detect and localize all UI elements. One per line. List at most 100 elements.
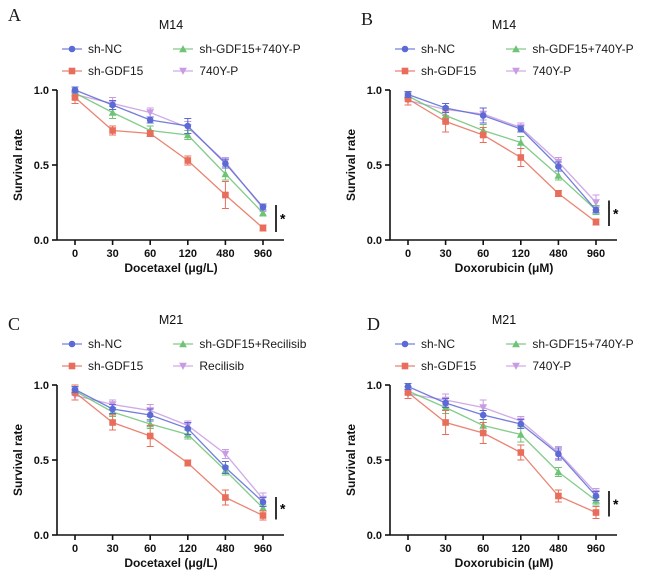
data-point-marker xyxy=(517,154,525,161)
circle-legend-marker-icon xyxy=(62,340,82,348)
x-tick-label: 30 xyxy=(439,248,451,260)
line-chart: 0.0 0.5 1.0 0 30 60 120 480 960 * xyxy=(34,380,286,555)
legend-item-sh-GDF15: sh-GDF15 xyxy=(62,64,143,78)
line-chart: 0.0 0.5 1.0 0 30 60 120 480 960 * xyxy=(367,85,619,260)
series-740Y-P xyxy=(71,89,267,213)
data-point-marker xyxy=(401,67,409,75)
data-point-marker xyxy=(146,116,154,124)
data-point-marker xyxy=(555,450,562,458)
x-tick-label: 480 xyxy=(216,543,234,555)
legend-item-740Y-P: 740Y-P xyxy=(173,64,300,78)
panel-title: M14 xyxy=(491,18,517,32)
data-point-marker xyxy=(222,160,229,167)
data-point-marker xyxy=(554,468,563,476)
data-point-marker xyxy=(404,95,412,103)
circle-legend-marker-icon xyxy=(62,45,82,53)
legend-label: sh-GDF15+740Y-P xyxy=(532,337,634,351)
data-point-marker xyxy=(512,67,521,75)
square-legend-marker-icon xyxy=(62,67,82,75)
data-point-marker xyxy=(442,399,449,407)
legend-label: Recilisib xyxy=(199,359,245,373)
data-point-marker xyxy=(512,45,521,53)
series-sh-NC xyxy=(71,386,267,507)
panel-d: D M21 sh-NC sh-GDF15 sh-GDF15+740Y-P 740Y-P… xyxy=(333,285,665,570)
y-tick-label: 0.0 xyxy=(34,235,49,247)
series-sh-NC xyxy=(404,91,600,214)
significance-star: * xyxy=(280,500,286,516)
x-tick-label: 30 xyxy=(106,543,118,555)
square-legend-marker-icon xyxy=(395,362,415,370)
x-tick-label: 120 xyxy=(512,543,530,555)
data-point-marker xyxy=(184,425,192,432)
series-740Y-P xyxy=(404,95,600,211)
x-axis-label: Doxorubicin (μM) xyxy=(454,556,554,570)
data-point-marker xyxy=(146,109,155,117)
data-point-marker xyxy=(555,492,562,500)
legend-label: sh-GDF15+740Y-P xyxy=(532,42,634,56)
square-legend-marker-icon xyxy=(395,67,415,75)
series-sh-GDF15 xyxy=(71,91,267,232)
data-point-marker xyxy=(109,101,116,109)
y-tick-label: 0.0 xyxy=(34,530,49,542)
panel-letter: A xyxy=(8,5,21,25)
data-point-marker xyxy=(479,411,487,419)
significance-star: * xyxy=(280,211,286,227)
data-point-marker xyxy=(512,362,521,370)
y-tick-label: 0.5 xyxy=(34,160,49,172)
y-tick-label: 1.0 xyxy=(34,85,49,97)
x-tick-label: 60 xyxy=(144,543,156,555)
data-point-marker xyxy=(109,405,116,413)
legend-item-sh-GDF15: sh-GDF15 xyxy=(395,359,476,373)
series-line xyxy=(74,391,264,517)
data-point-marker xyxy=(404,383,412,390)
triangle-up-legend-marker-icon xyxy=(173,45,194,53)
legend-label: sh-NC xyxy=(88,42,123,56)
data-point-marker xyxy=(479,404,488,412)
data-point-marker xyxy=(184,122,192,130)
legend-label: 740Y-P xyxy=(199,64,239,78)
x-tick-label: 960 xyxy=(254,248,272,260)
legend-item-sh-NC: sh-NC xyxy=(395,42,476,56)
panel-title: M21 xyxy=(158,313,184,327)
data-point-marker xyxy=(404,389,412,396)
x-tick-label: 0 xyxy=(405,248,411,260)
legend: sh-NC sh-GDF15 sh-GDF15+740Y-P 740Y-P xyxy=(62,38,301,82)
data-point-marker xyxy=(184,459,192,467)
legend-item-sh-GDF15+740Y-P: sh-GDF15+740Y-P xyxy=(173,42,301,56)
series-line xyxy=(407,99,597,203)
x-tick-label: 960 xyxy=(587,248,605,260)
series-line xyxy=(407,95,597,211)
data-point-marker xyxy=(554,171,563,179)
series-sh-GDF15+740Y-P xyxy=(71,89,267,217)
x-tick-label: 480 xyxy=(549,248,567,260)
data-point-marker xyxy=(146,411,154,419)
panel-title: M14 xyxy=(158,18,184,32)
legend: sh-NC sh-GDF15 sh-GDF15+Recilisib Recilisib xyxy=(62,333,306,377)
series-line xyxy=(74,89,264,208)
panel-letter: B xyxy=(361,9,374,29)
x-tick-label: 960 xyxy=(254,543,272,555)
x-axis-label: Docetaxel (μg/L) xyxy=(124,261,218,275)
series-line xyxy=(74,388,264,503)
x-axis-label: Doxorubicin (μM) xyxy=(454,261,554,275)
series-line xyxy=(74,92,264,214)
legend-item-sh-GDF15: sh-GDF15 xyxy=(395,64,476,78)
data-point-marker xyxy=(109,419,116,426)
data-point-marker xyxy=(555,190,562,197)
data-point-marker xyxy=(179,340,188,348)
data-point-marker xyxy=(517,449,525,456)
circle-legend-marker-icon xyxy=(395,45,415,53)
triangle-down-legend-marker-icon xyxy=(506,67,527,75)
data-point-marker xyxy=(512,340,521,348)
y-axis-label: Survival rate xyxy=(11,128,25,202)
panel-letter: D xyxy=(367,314,380,334)
panel-letter: C xyxy=(8,314,21,334)
data-point-marker xyxy=(179,45,188,53)
data-point-marker xyxy=(71,94,79,101)
data-point-marker xyxy=(401,362,409,370)
data-point-marker xyxy=(259,512,267,519)
triangle-up-legend-marker-icon xyxy=(506,45,527,53)
series-sh-GDF15+740Y-P xyxy=(404,387,600,506)
data-point-marker xyxy=(179,362,188,370)
